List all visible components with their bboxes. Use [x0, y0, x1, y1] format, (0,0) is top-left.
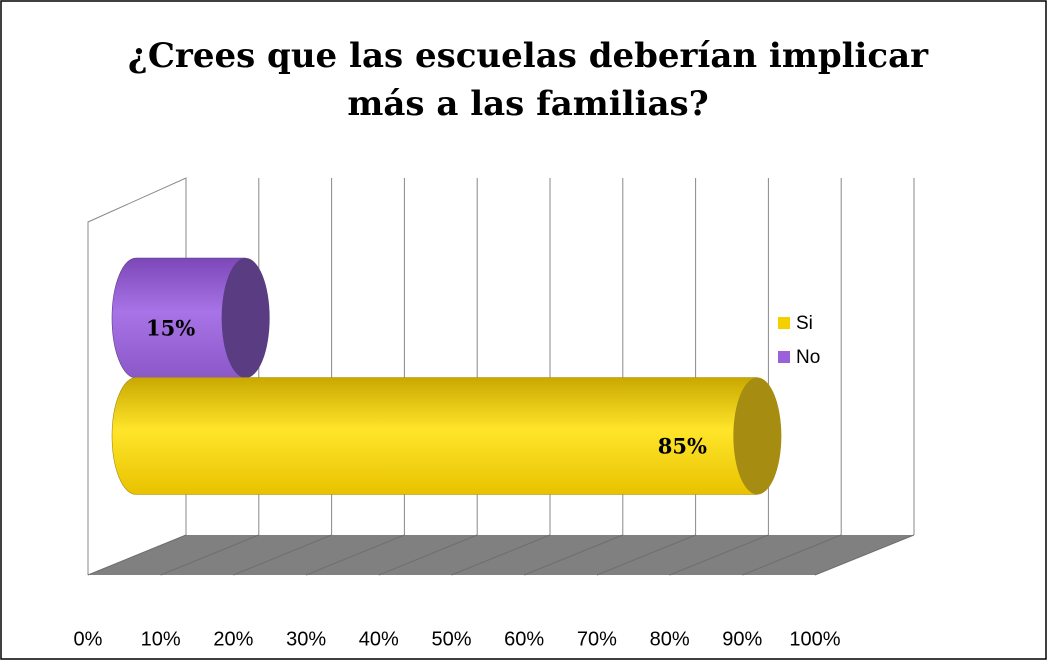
legend-swatch [778, 317, 790, 329]
floor-grid-line [742, 534, 842, 576]
floor-grid-line [669, 534, 769, 576]
x-tick-label: 80% [650, 628, 690, 650]
legend-swatch [778, 351, 790, 363]
bar [111, 377, 758, 495]
floor-grid-line [524, 534, 623, 576]
floor-grid-line [233, 534, 332, 576]
data-label: 85% [658, 434, 707, 459]
floor-grid-line [378, 534, 478, 576]
floor-grid-line [596, 534, 696, 576]
chart-title: más a las familias? [347, 84, 708, 124]
floor-grid-line [451, 534, 551, 576]
x-tick-label: 30% [286, 628, 326, 650]
floor-grid-line [160, 534, 259, 576]
floor-grid-line [814, 534, 915, 576]
chart-title: ¿Crees que las escuelas deberían implica… [128, 36, 929, 76]
x-tick-label: 0% [74, 628, 103, 650]
legend-label: Si [796, 313, 813, 334]
x-tick-label: 60% [504, 628, 544, 650]
bar-cap [221, 258, 270, 378]
floor-grid-line [305, 534, 405, 576]
x-tick-label: 10% [141, 628, 181, 650]
x-tick-label: 100% [789, 628, 840, 650]
bar-cap [733, 377, 782, 495]
bar [111, 257, 246, 379]
x-tick-label: 20% [213, 628, 253, 650]
x-tick-label: 40% [359, 628, 399, 650]
x-tick-label: 50% [431, 628, 471, 650]
x-tick-label: 70% [577, 628, 617, 650]
data-label: 15% [146, 316, 195, 341]
floor-grid-line [87, 534, 187, 576]
legend-label: No [796, 347, 820, 368]
x-tick-label: 90% [722, 628, 762, 650]
